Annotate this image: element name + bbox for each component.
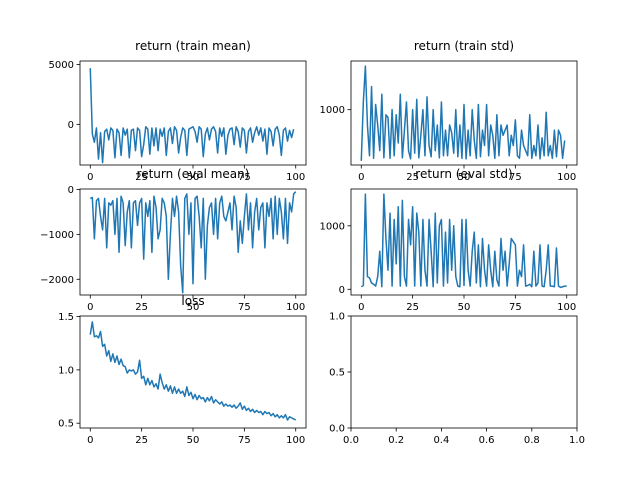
chart-panel-3: 0 25 50 75 100 −2000 −1000 0 return (eval mean)	[40, 167, 307, 313]
x-tick-label: 75	[238, 302, 251, 313]
y-tick-label: −1000	[40, 230, 74, 241]
y-tick-label: 1.5	[58, 312, 74, 323]
y-tick-label: 0	[68, 185, 74, 196]
y-tick-label: 0	[68, 120, 74, 131]
x-tick-label: 75	[238, 172, 251, 183]
series-line-4-1	[360, 193, 567, 289]
x-tick-label: 0	[358, 302, 364, 313]
x-tick-label: 75	[509, 172, 522, 183]
y-tick-label: 0	[339, 285, 345, 296]
axes-frame	[350, 315, 578, 429]
x-tick-label: 50	[187, 172, 200, 183]
x-tick-label: 25	[135, 302, 148, 313]
x-tick-label: 100	[286, 172, 305, 183]
x-tick-label: 0	[87, 172, 93, 183]
x-tick-label: 25	[135, 435, 148, 446]
x-tick-label: 25	[406, 302, 419, 313]
x-tick-label: 0	[87, 435, 93, 446]
chart-panel-1: 0 25 50 75 100 0 5000 return (train mean)	[49, 39, 307, 183]
chart-panel-2: 0 25 50 75 100 1000 return (train std)	[320, 39, 578, 183]
x-tick-label: 100	[557, 302, 576, 313]
chart-title: return (eval mean)	[137, 167, 250, 181]
y-tick-label: 0.5	[58, 419, 74, 430]
axes-frame	[79, 315, 307, 429]
x-tick-label: 0.8	[524, 435, 540, 446]
x-tick-label: 100	[286, 435, 305, 446]
series-line-2-1	[360, 65, 566, 161]
chart-title: return (train mean)	[135, 39, 251, 53]
x-tick-label: 100	[557, 172, 576, 183]
x-tick-label: 100	[286, 302, 305, 313]
y-tick-label: 1.0	[329, 312, 345, 323]
x-tick-label: 0.2	[388, 435, 404, 446]
x-tick-label: 0	[87, 302, 93, 313]
x-tick-label: 50	[458, 172, 471, 183]
series-line-3-1	[89, 191, 297, 294]
x-tick-label: 0	[358, 172, 364, 183]
y-tick-label: 0.0	[329, 424, 345, 435]
chart-title: return (eval std)	[415, 167, 512, 181]
chart-panel-6: 0.0 0.2 0.4 0.6 0.8 1.0 0.0 0.5 1.0	[329, 312, 585, 447]
x-tick-label: 1.0	[569, 435, 585, 446]
y-tick-label: 0.5	[329, 368, 345, 379]
y-tick-label: 1000	[320, 221, 345, 232]
y-tick-label: 1.0	[58, 365, 74, 376]
x-tick-label: 50	[187, 302, 200, 313]
series-line-1-1	[89, 68, 295, 164]
x-tick-label: 25	[406, 172, 419, 183]
chart-title: return (train std)	[414, 39, 514, 53]
y-tick-label: 1000	[320, 105, 345, 116]
x-tick-label: 50	[458, 302, 471, 313]
chart-title: loss	[181, 294, 204, 308]
chart-panel-5: 0 25 50 75 100 0.5 1.0 1.5 loss	[58, 294, 307, 446]
x-tick-label: 0.0	[343, 435, 359, 446]
x-tick-label: 50	[187, 435, 200, 446]
x-tick-label: 75	[238, 435, 251, 446]
series-line-5-1	[89, 321, 297, 421]
x-tick-label: 25	[135, 172, 148, 183]
y-tick-label: 5000	[49, 60, 74, 71]
x-tick-label: 75	[509, 302, 522, 313]
x-tick-label: 0.4	[433, 435, 449, 446]
y-tick-label: −2000	[40, 275, 74, 286]
x-tick-label: 0.6	[479, 435, 495, 446]
